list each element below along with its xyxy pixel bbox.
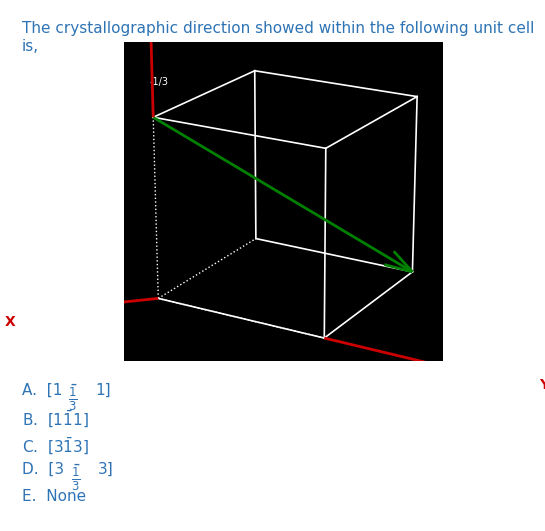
Text: $\bar{\frac{1}{3}}$: $\bar{\frac{1}{3}}$ — [68, 382, 78, 413]
Text: The crystallographic direction showed within the following unit cell is,: The crystallographic direction showed wi… — [22, 21, 534, 54]
Text: A.  [1: A. [1 — [22, 382, 62, 397]
Text: E.  None: E. None — [22, 489, 86, 503]
Text: 1]: 1] — [95, 382, 111, 397]
Text: B.  $[1\bar{1}1]$: B. $[1\bar{1}1]$ — [22, 409, 89, 430]
Text: $\bar{\frac{1}{3}}$: $\bar{\frac{1}{3}}$ — [71, 462, 81, 493]
Text: 3]: 3] — [98, 462, 114, 477]
Text: D.  [3: D. [3 — [22, 462, 64, 477]
Text: C.  $[3\bar{1}3]$: C. $[3\bar{1}3]$ — [22, 435, 89, 456]
